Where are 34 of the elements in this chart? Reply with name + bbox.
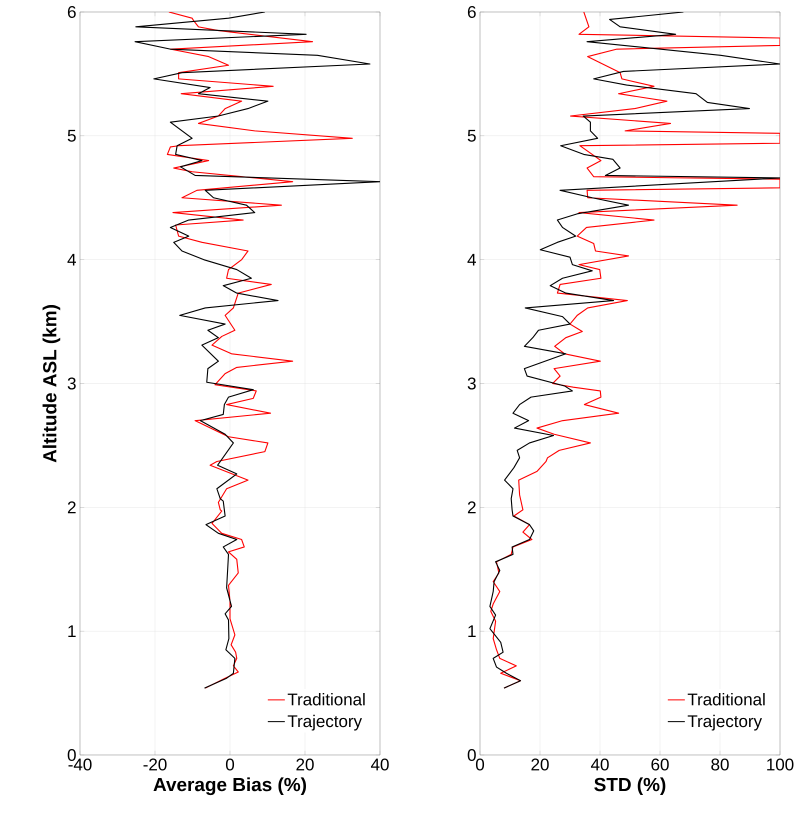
- x-tick-label: 20: [531, 758, 549, 771]
- y-tick-label: 6: [68, 6, 76, 18]
- x-tick-label: 40: [370, 758, 389, 771]
- y-tick-label: 3: [68, 377, 76, 390]
- y-tick-label: 1: [468, 625, 476, 637]
- legend-label: Traditional: [688, 693, 765, 706]
- y-tick-label: 6: [468, 6, 476, 18]
- x-tick-label: -20: [144, 758, 167, 771]
- y-tick-label: 4: [67, 254, 76, 266]
- legend-label: Trajectory: [288, 714, 362, 731]
- y-tick-label: 2: [68, 501, 76, 514]
- x-tick-label: 40: [590, 758, 609, 771]
- x-tick-label: 20: [296, 758, 314, 771]
- x-tick-label: 60: [651, 758, 669, 771]
- x-tick-label: 0: [226, 758, 234, 771]
- line-series: [134, 12, 380, 689]
- y-tick-label: 3: [468, 377, 476, 390]
- x-tick-label: 80: [711, 758, 729, 771]
- y-tick-label: 5: [68, 130, 76, 142]
- x-axis-title: STD (%): [594, 777, 666, 795]
- line-series: [166, 12, 353, 689]
- y-tick-label: 4: [467, 254, 476, 266]
- y-tick-label: 0: [68, 748, 76, 761]
- x-axis-title: Average Bias (%): [153, 777, 306, 796]
- y-tick-label: 1: [68, 625, 76, 637]
- y-axis-title: Altitude ASL (km): [42, 305, 60, 462]
- y-tick-label: 5: [468, 130, 476, 142]
- x-tick-label: 100: [767, 758, 794, 771]
- y-tick-label: 0: [468, 748, 476, 761]
- x-tick-label: 0: [476, 758, 484, 771]
- x-tick-label: -40: [68, 758, 92, 771]
- legend-label: Traditional: [288, 693, 365, 706]
- legend-label: Trajectory: [688, 714, 762, 731]
- y-tick-label: 2: [468, 501, 476, 514]
